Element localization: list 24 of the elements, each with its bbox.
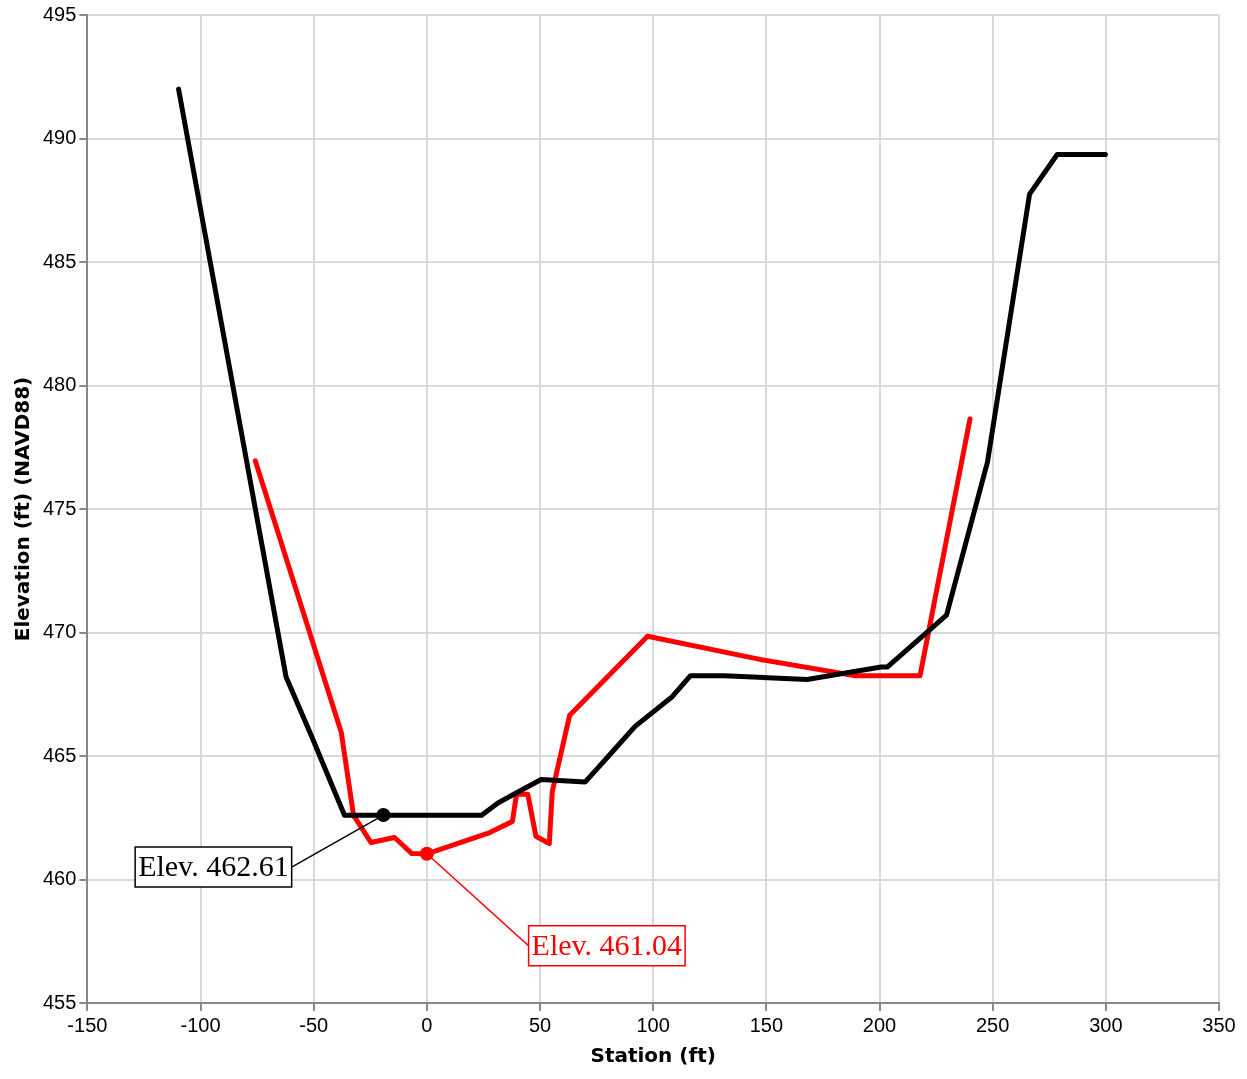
- y-tick-label: 475: [42, 496, 77, 519]
- x-tick-label: 200: [862, 1013, 897, 1036]
- y-tick-label: 455: [42, 990, 77, 1013]
- x-tick-label: 50: [528, 1013, 552, 1036]
- x-tick-label: 300: [1089, 1013, 1123, 1036]
- y-tick-label: 460: [42, 867, 77, 890]
- x-tick-label: 150: [749, 1013, 784, 1036]
- annotation: Elev. 462.61: [138, 848, 289, 882]
- y-axis-title: Elevation (ft) (NAVD88): [10, 376, 35, 642]
- y-tick-label: 470: [42, 620, 77, 643]
- x-tick-label: -150: [67, 1013, 108, 1036]
- y-tick-label: 465: [42, 743, 77, 766]
- y-tick-label: 495: [42, 2, 77, 25]
- annotation: Elev. 461.04: [531, 927, 683, 961]
- x-axis-title: Station (ft): [590, 1043, 716, 1068]
- y-tick-label: 490: [42, 126, 77, 149]
- x-tick-label: 100: [636, 1013, 670, 1036]
- x-tick-label: 250: [975, 1013, 1010, 1036]
- x-tick-label: 350: [1202, 1013, 1236, 1036]
- x-tick-label: -100: [180, 1013, 221, 1036]
- y-tick-label: 480: [42, 373, 77, 396]
- x-tick-label: 0: [421, 1013, 433, 1036]
- y-tick-label: 485: [42, 249, 77, 272]
- x-tick-label: -50: [299, 1013, 329, 1036]
